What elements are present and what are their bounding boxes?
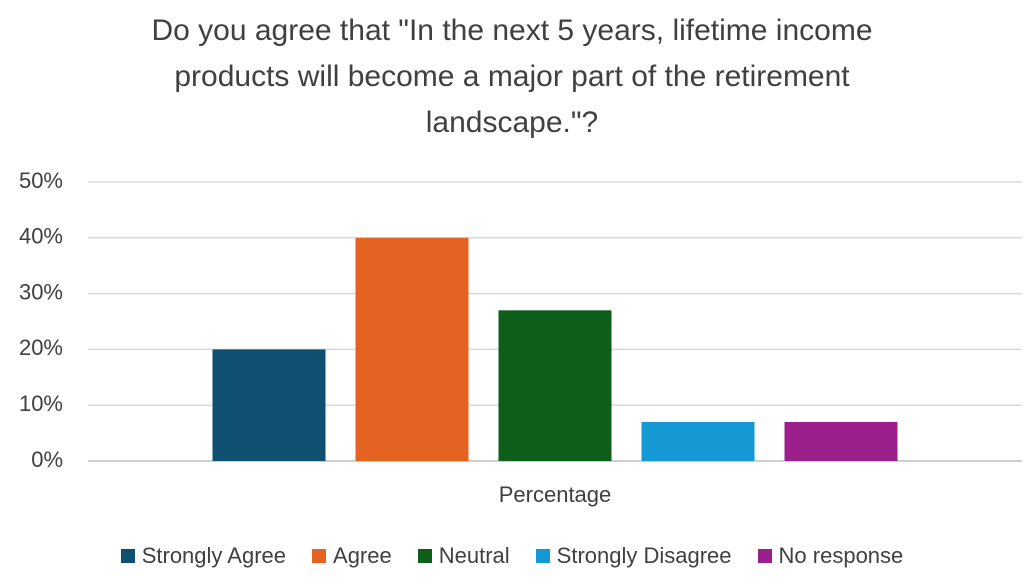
bar <box>212 349 326 461</box>
x-tick-label: Percentage <box>499 482 612 507</box>
legend: Strongly Agree Agree Neutral Strongly Disag… <box>0 543 1024 569</box>
bar <box>355 237 469 461</box>
legend-label: Strongly Agree <box>141 543 287 568</box>
legend-item: Agree <box>312 543 392 569</box>
legend-swatch <box>417 549 432 563</box>
legend-item: Strongly Agree <box>120 543 287 569</box>
legend-swatch <box>120 549 135 563</box>
legend-swatch <box>312 549 327 563</box>
chart-title: Do you agree that "In the next 5 years, … <box>151 14 873 139</box>
y-tick-label: 40% <box>19 224 63 249</box>
legend-label: Neutral <box>438 543 510 568</box>
bar <box>641 421 755 461</box>
legend-item: No response <box>757 543 904 569</box>
legend-item: Strongly Disagree <box>535 543 732 569</box>
legend-swatch <box>757 549 772 563</box>
y-tick-label: 10% <box>19 391 63 416</box>
y-tick-label: 50% <box>19 168 63 193</box>
y-tick-label: 20% <box>19 335 63 360</box>
y-tick-label: 0% <box>31 447 63 472</box>
y-tick-label: 30% <box>19 279 63 304</box>
legend-label: No response <box>778 543 904 568</box>
legend-swatch <box>535 549 550 563</box>
legend-label: Agree <box>333 543 392 568</box>
legend-label: Strongly Disagree <box>556 543 732 568</box>
bar <box>498 310 612 461</box>
bar <box>784 421 898 461</box>
legend-item: Neutral <box>417 543 510 569</box>
